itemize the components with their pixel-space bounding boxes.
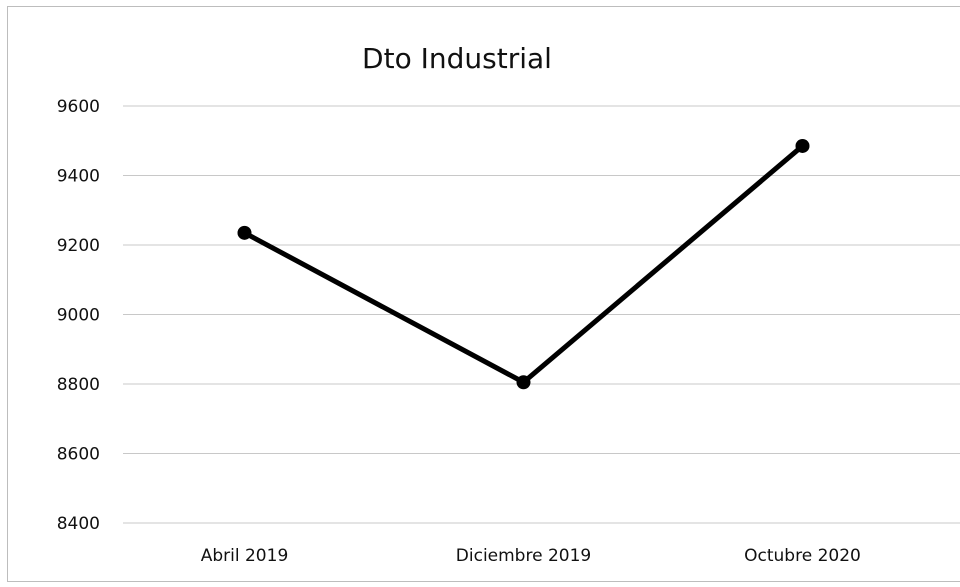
y-tick-label: 8600 <box>57 445 100 465</box>
chart-title: Dto Industrial <box>362 42 552 75</box>
x-tick-label: Octubre 2020 <box>744 546 861 566</box>
y-tick-label: 8400 <box>57 514 100 534</box>
chart-frame <box>7 6 960 582</box>
series-layer <box>237 138 810 390</box>
y-tick-label: 9200 <box>57 236 100 256</box>
y-tick-label: 8800 <box>57 375 100 395</box>
y-axis-ticks: 9600 9400 9200 9000 8800 8600 8400 <box>57 97 100 534</box>
data-point <box>237 225 252 240</box>
grid-layer <box>123 105 960 524</box>
x-tick-label: Diciembre 2019 <box>456 546 591 566</box>
y-tick-label: 9600 <box>57 97 100 117</box>
series-line <box>242 143 805 385</box>
y-tick-label: 9400 <box>57 167 100 187</box>
data-point <box>795 138 810 153</box>
x-axis-ticks: Abril 2019 Diciembre 2019 Octubre 2020 <box>201 546 861 566</box>
data-point <box>516 375 531 390</box>
y-tick-label: 9000 <box>57 306 100 326</box>
x-tick-label: Abril 2019 <box>201 546 289 566</box>
